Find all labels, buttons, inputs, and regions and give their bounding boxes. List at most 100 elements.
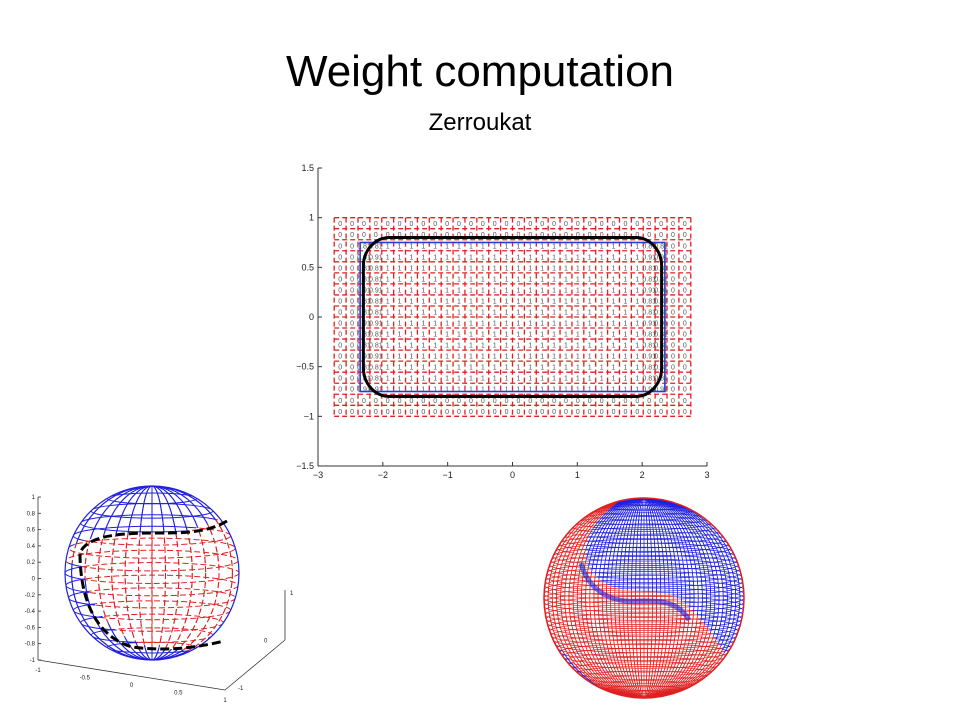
cell-value: 0.81 [642, 265, 656, 272]
cell-value: 1 [588, 309, 592, 316]
parallel [545, 618, 634, 625]
cell-value: 0 [516, 221, 520, 228]
cell-value: 0 [540, 232, 544, 239]
cell-value: 0 [350, 265, 354, 272]
cell-value: 0 [350, 232, 354, 239]
cell-value: 1 [552, 376, 556, 383]
cell-value: 0 [683, 398, 687, 405]
meridian [576, 498, 712, 698]
parallel [106, 492, 198, 505]
cell-value: 1 [433, 343, 437, 350]
parallel [615, 498, 673, 506]
parallel [554, 542, 734, 562]
cell-value: 0.81 [642, 276, 656, 283]
cell-value: 0 [612, 221, 616, 228]
parallel [80, 613, 224, 632]
cell-value: 1 [493, 309, 497, 316]
cell-value: 0 [338, 221, 342, 228]
parallel [547, 617, 741, 638]
cell-value: 0 [433, 398, 437, 405]
cell-value: 0.91 [642, 254, 656, 261]
meridian [581, 498, 707, 698]
meridian [138, 486, 166, 660]
meridian [589, 498, 699, 698]
slide-subtitle: Zerroukat [428, 109, 532, 136]
cell-value: 0 [671, 409, 675, 416]
cell-value: 1 [433, 243, 437, 250]
meridian [593, 498, 695, 698]
cell-value: 1 [528, 243, 532, 250]
cell-value: 1 [481, 354, 485, 361]
cell-value: 0 [410, 221, 414, 228]
meridian [610, 498, 678, 698]
cell-value: 1 [528, 387, 532, 394]
parallel [544, 600, 744, 621]
cell-value: 1 [493, 243, 497, 250]
cell-value: 1 [505, 376, 509, 383]
cell-value: 1 [445, 321, 449, 328]
parallel [549, 621, 634, 642]
cell-value: 0 [433, 232, 437, 239]
meridian [601, 618, 634, 698]
cell-value: 1 [505, 343, 509, 350]
meridian [572, 498, 716, 698]
cell-value: 1 [469, 354, 473, 361]
cell-value: 1 [505, 276, 509, 283]
blue-cap-bg [65, 486, 239, 660]
parallel [547, 617, 741, 638]
sphere-mesh [65, 486, 239, 660]
meridian [601, 618, 634, 698]
cell-value: 1 [552, 276, 556, 283]
parallel [562, 647, 726, 665]
cell-value: 0.91 [357, 321, 371, 328]
z-tick-label: 0.6 [27, 528, 36, 534]
cell-value: 0 [528, 409, 532, 416]
cell-value: 0.91 [357, 387, 371, 394]
cell-value: 0 [421, 398, 425, 405]
cell-value: 1 [528, 343, 532, 350]
cell-value: 1 [410, 354, 414, 361]
cell-value: 0 [398, 409, 402, 416]
cell-value: 0 [576, 409, 580, 416]
meridian [544, 498, 744, 698]
parallel [80, 514, 224, 533]
cell-value: 0 [445, 409, 449, 416]
meridian [556, 498, 732, 698]
meridian [622, 618, 634, 698]
cell-value: 0 [600, 398, 604, 405]
boundary-band [578, 562, 692, 622]
meridian [551, 498, 737, 698]
cell-value: 1 [552, 321, 556, 328]
cell-value: 0 [683, 232, 687, 239]
cell-value: 1 [540, 265, 544, 272]
cell-value: 0 [659, 398, 663, 405]
blue-mesh [65, 486, 239, 660]
cell-value: 0 [374, 398, 378, 405]
cell-value: 0 [350, 343, 354, 350]
parallel [577, 516, 711, 530]
meridian [551, 618, 634, 698]
parallel [550, 625, 634, 646]
cell-value: 0 [374, 409, 378, 416]
cell-value: 1 [433, 387, 437, 394]
cell-value: 0.81 [654, 298, 668, 305]
cell-value: 1 [457, 243, 461, 250]
parallel [544, 583, 744, 605]
cell-value: 1 [612, 309, 616, 316]
parallel [566, 528, 722, 544]
parallel [552, 630, 634, 650]
cell-value: 0 [671, 398, 675, 405]
parallel [545, 604, 743, 625]
parallel [544, 588, 744, 608]
cell-value: 1 [493, 354, 497, 361]
cell-value: 1 [433, 365, 437, 372]
parallel [546, 562, 742, 584]
cell-value: 0 [564, 221, 568, 228]
cell-value: 0 [647, 232, 651, 239]
parallel [588, 508, 700, 521]
cell-value: 1 [433, 332, 437, 339]
cell-value: 1 [588, 243, 592, 250]
cell-value: 1 [540, 298, 544, 305]
meridian [97, 486, 207, 660]
parallel [559, 535, 729, 553]
